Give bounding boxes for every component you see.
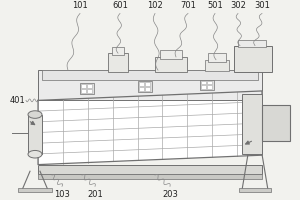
Bar [42, 70, 258, 80]
Bar [108, 53, 128, 72]
Text: 701: 701 [180, 1, 196, 10]
Text: 101: 101 [72, 1, 88, 10]
Bar [81, 89, 86, 93]
Ellipse shape [28, 111, 42, 118]
Text: 203: 203 [162, 190, 178, 199]
Bar [139, 87, 144, 91]
Text: 301: 301 [254, 1, 270, 10]
Polygon shape [38, 91, 262, 165]
Text: 501: 501 [207, 1, 223, 10]
Bar [234, 46, 272, 72]
Bar [139, 82, 144, 86]
Text: 401: 401 [10, 96, 26, 105]
Bar [238, 40, 266, 47]
Bar [205, 60, 229, 71]
Bar [81, 84, 86, 88]
Ellipse shape [28, 150, 42, 158]
Bar [28, 115, 42, 154]
Bar [87, 84, 92, 88]
Bar [239, 188, 271, 192]
Text: 601: 601 [112, 1, 128, 10]
Text: 103: 103 [54, 190, 70, 199]
Bar [207, 85, 212, 89]
Bar [145, 87, 150, 91]
Text: 102: 102 [147, 1, 163, 10]
Bar [160, 50, 182, 59]
Bar [38, 174, 262, 179]
Bar [138, 81, 152, 92]
Bar [38, 70, 262, 100]
Bar [200, 80, 214, 90]
Bar [112, 47, 124, 55]
Bar [145, 82, 150, 86]
Bar [262, 105, 290, 141]
Bar [38, 165, 262, 174]
Bar [208, 53, 226, 62]
Text: 302: 302 [230, 1, 246, 10]
Bar [18, 188, 52, 192]
Bar [207, 81, 212, 84]
Bar [242, 94, 262, 154]
Bar [155, 57, 187, 72]
Bar [80, 83, 94, 94]
Bar [87, 89, 92, 93]
Bar [201, 85, 206, 89]
Bar [201, 81, 206, 84]
Text: 201: 201 [87, 190, 103, 199]
